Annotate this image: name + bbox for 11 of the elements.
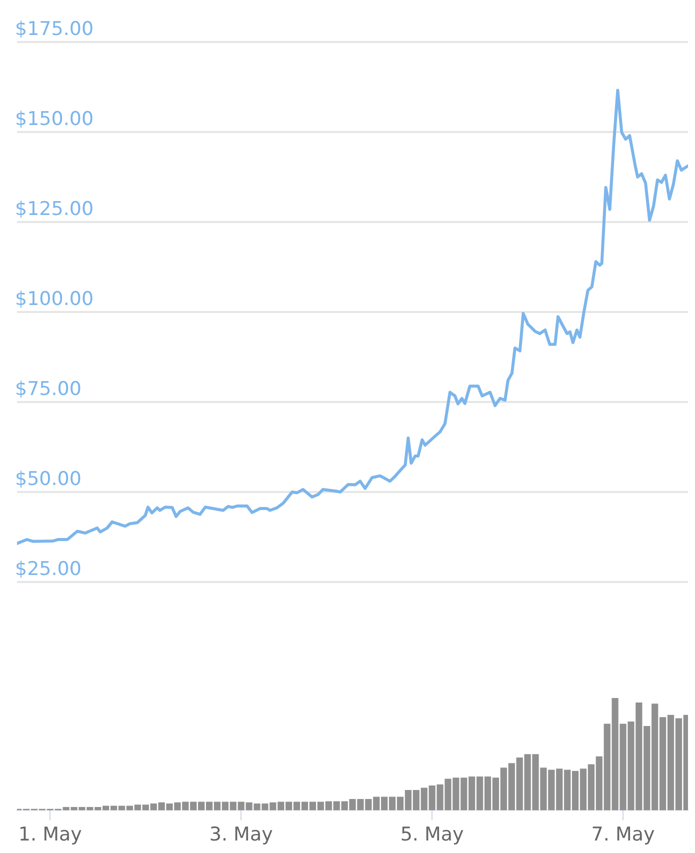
x-tick-label: 1. May: [18, 824, 82, 846]
y-tick-label: $75.00: [15, 378, 82, 400]
y-tick-label: $125.00: [15, 198, 94, 220]
y-tick-label: $100.00: [15, 288, 94, 310]
x-tick-label: 7. May: [591, 824, 655, 846]
x-tick-label: 3. May: [209, 824, 273, 846]
x-tick-label: 5. May: [400, 824, 464, 846]
y-tick-label: $25.00: [15, 558, 82, 580]
y-tick-label: $175.00: [15, 18, 94, 40]
y-tick-label: $150.00: [15, 108, 94, 130]
y-tick-label: $50.00: [15, 468, 82, 490]
